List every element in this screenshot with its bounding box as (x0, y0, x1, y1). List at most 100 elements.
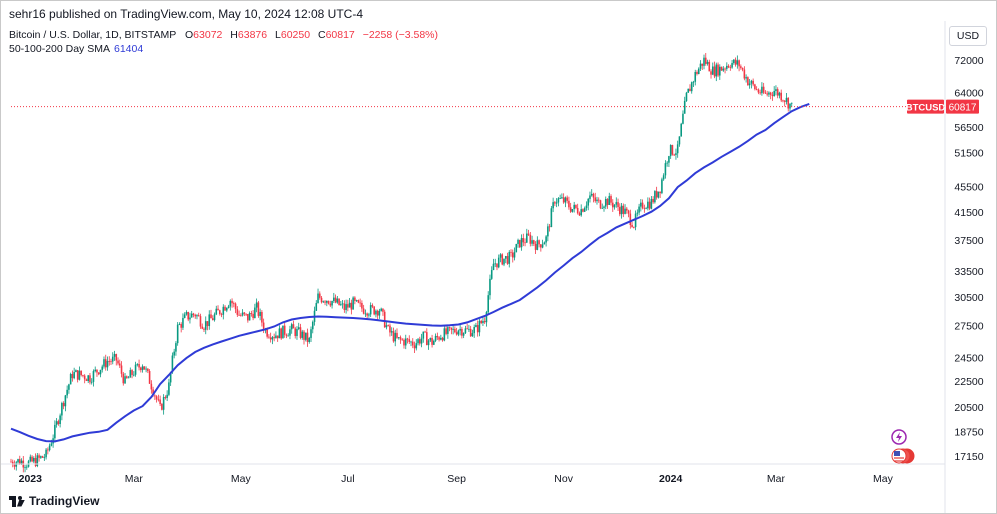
candle-body (217, 308, 219, 311)
candle-body (733, 59, 735, 64)
candle-body (697, 68, 700, 74)
candle-body (266, 329, 268, 337)
candle-body (345, 304, 347, 310)
candle-body (599, 200, 602, 209)
candle-body (583, 208, 586, 212)
candle-body (687, 88, 690, 93)
candle-body (31, 456, 33, 462)
candle-body (147, 368, 149, 372)
candle-body (487, 295, 490, 313)
candle-body (322, 301, 325, 303)
currency-button[interactable]: USD (949, 26, 987, 46)
candle-body (585, 205, 588, 209)
tradingview-mark-icon (9, 495, 25, 507)
candle-body (33, 457, 35, 462)
candle-body (511, 252, 514, 258)
candle-body (699, 63, 702, 69)
candle-body (568, 200, 570, 208)
candle-body (459, 328, 461, 331)
candle-body (422, 331, 425, 339)
candle-body (208, 314, 211, 327)
candle-body (552, 202, 554, 209)
change-value: −2258 (−3.58%) (362, 29, 439, 41)
candle-body (454, 328, 456, 333)
candle-body (201, 326, 204, 329)
candle-body (587, 198, 590, 206)
candle-body (171, 355, 174, 373)
candle-body (776, 89, 779, 96)
candle-body (103, 359, 105, 367)
candle-body (762, 86, 765, 93)
candle-body (731, 63, 733, 68)
candle-body (231, 300, 233, 304)
candle-body (194, 314, 197, 317)
candle-body (501, 254, 504, 265)
candle-body (727, 65, 730, 68)
candle-body (252, 313, 254, 319)
candle-body (411, 341, 414, 346)
candle-body (176, 324, 179, 344)
candle-body (233, 303, 235, 305)
candle-body (275, 335, 277, 339)
candle-body (347, 304, 349, 308)
candle-body (297, 327, 300, 329)
candle-body (582, 209, 584, 212)
candle-body (125, 376, 128, 378)
candle-body (366, 313, 368, 316)
candle-body (613, 204, 616, 208)
candle-body (115, 354, 118, 361)
candle-body (336, 298, 339, 303)
candle-body (726, 65, 728, 69)
candle-body (127, 377, 130, 379)
candle-body (255, 302, 258, 308)
candle-body (64, 395, 67, 407)
candle-body (134, 364, 137, 375)
candle-body (678, 136, 681, 145)
x-tick-label: May (231, 473, 252, 485)
candle-body (517, 239, 519, 244)
sma-label[interactable]: 50-100-200 Day SMA (9, 43, 110, 55)
candle-body (222, 306, 225, 315)
open-label: O (185, 29, 194, 41)
candle-body (180, 324, 182, 328)
candle-body (533, 240, 535, 244)
sma-value: 61404 (113, 43, 144, 55)
candle-body (636, 212, 639, 214)
lightning-icon-bolt (896, 432, 902, 442)
flag-us-icon[interactable] (891, 448, 915, 464)
candle-body (364, 313, 367, 315)
candle-body (117, 360, 119, 364)
candle-body (503, 258, 505, 265)
candle-body (655, 191, 658, 198)
candle-body (557, 198, 560, 203)
candle-body (427, 340, 430, 346)
candle-body (490, 270, 493, 279)
x-tick-label: Mar (767, 473, 786, 485)
candle-body (124, 376, 126, 384)
y-tick-label: 24500 (954, 353, 983, 365)
tradingview-logo[interactable]: TradingView (9, 494, 99, 508)
candle-body (304, 332, 307, 340)
candle-body (466, 328, 468, 330)
candle-body (220, 313, 223, 315)
low-value: 60250 (280, 29, 311, 41)
candle-body (143, 366, 146, 370)
candle-body (41, 456, 44, 458)
candle-body (285, 334, 288, 336)
candle-body (590, 193, 593, 196)
candle-body (536, 240, 539, 250)
candle-body (299, 327, 302, 338)
candle-body (520, 238, 523, 248)
candle-body (464, 328, 467, 334)
candle-body (594, 197, 597, 202)
candle-body (704, 57, 707, 64)
high-value: 63876 (237, 29, 268, 41)
candle-body (287, 335, 290, 337)
sma-line (10, 102, 810, 443)
series-title[interactable]: Bitcoin / U.S. Dollar, 1D, BITSTAMP (9, 29, 177, 41)
lightning-icon[interactable] (891, 429, 907, 445)
candle-body (666, 162, 668, 164)
candle-body (380, 308, 382, 311)
candle-body (736, 60, 739, 65)
